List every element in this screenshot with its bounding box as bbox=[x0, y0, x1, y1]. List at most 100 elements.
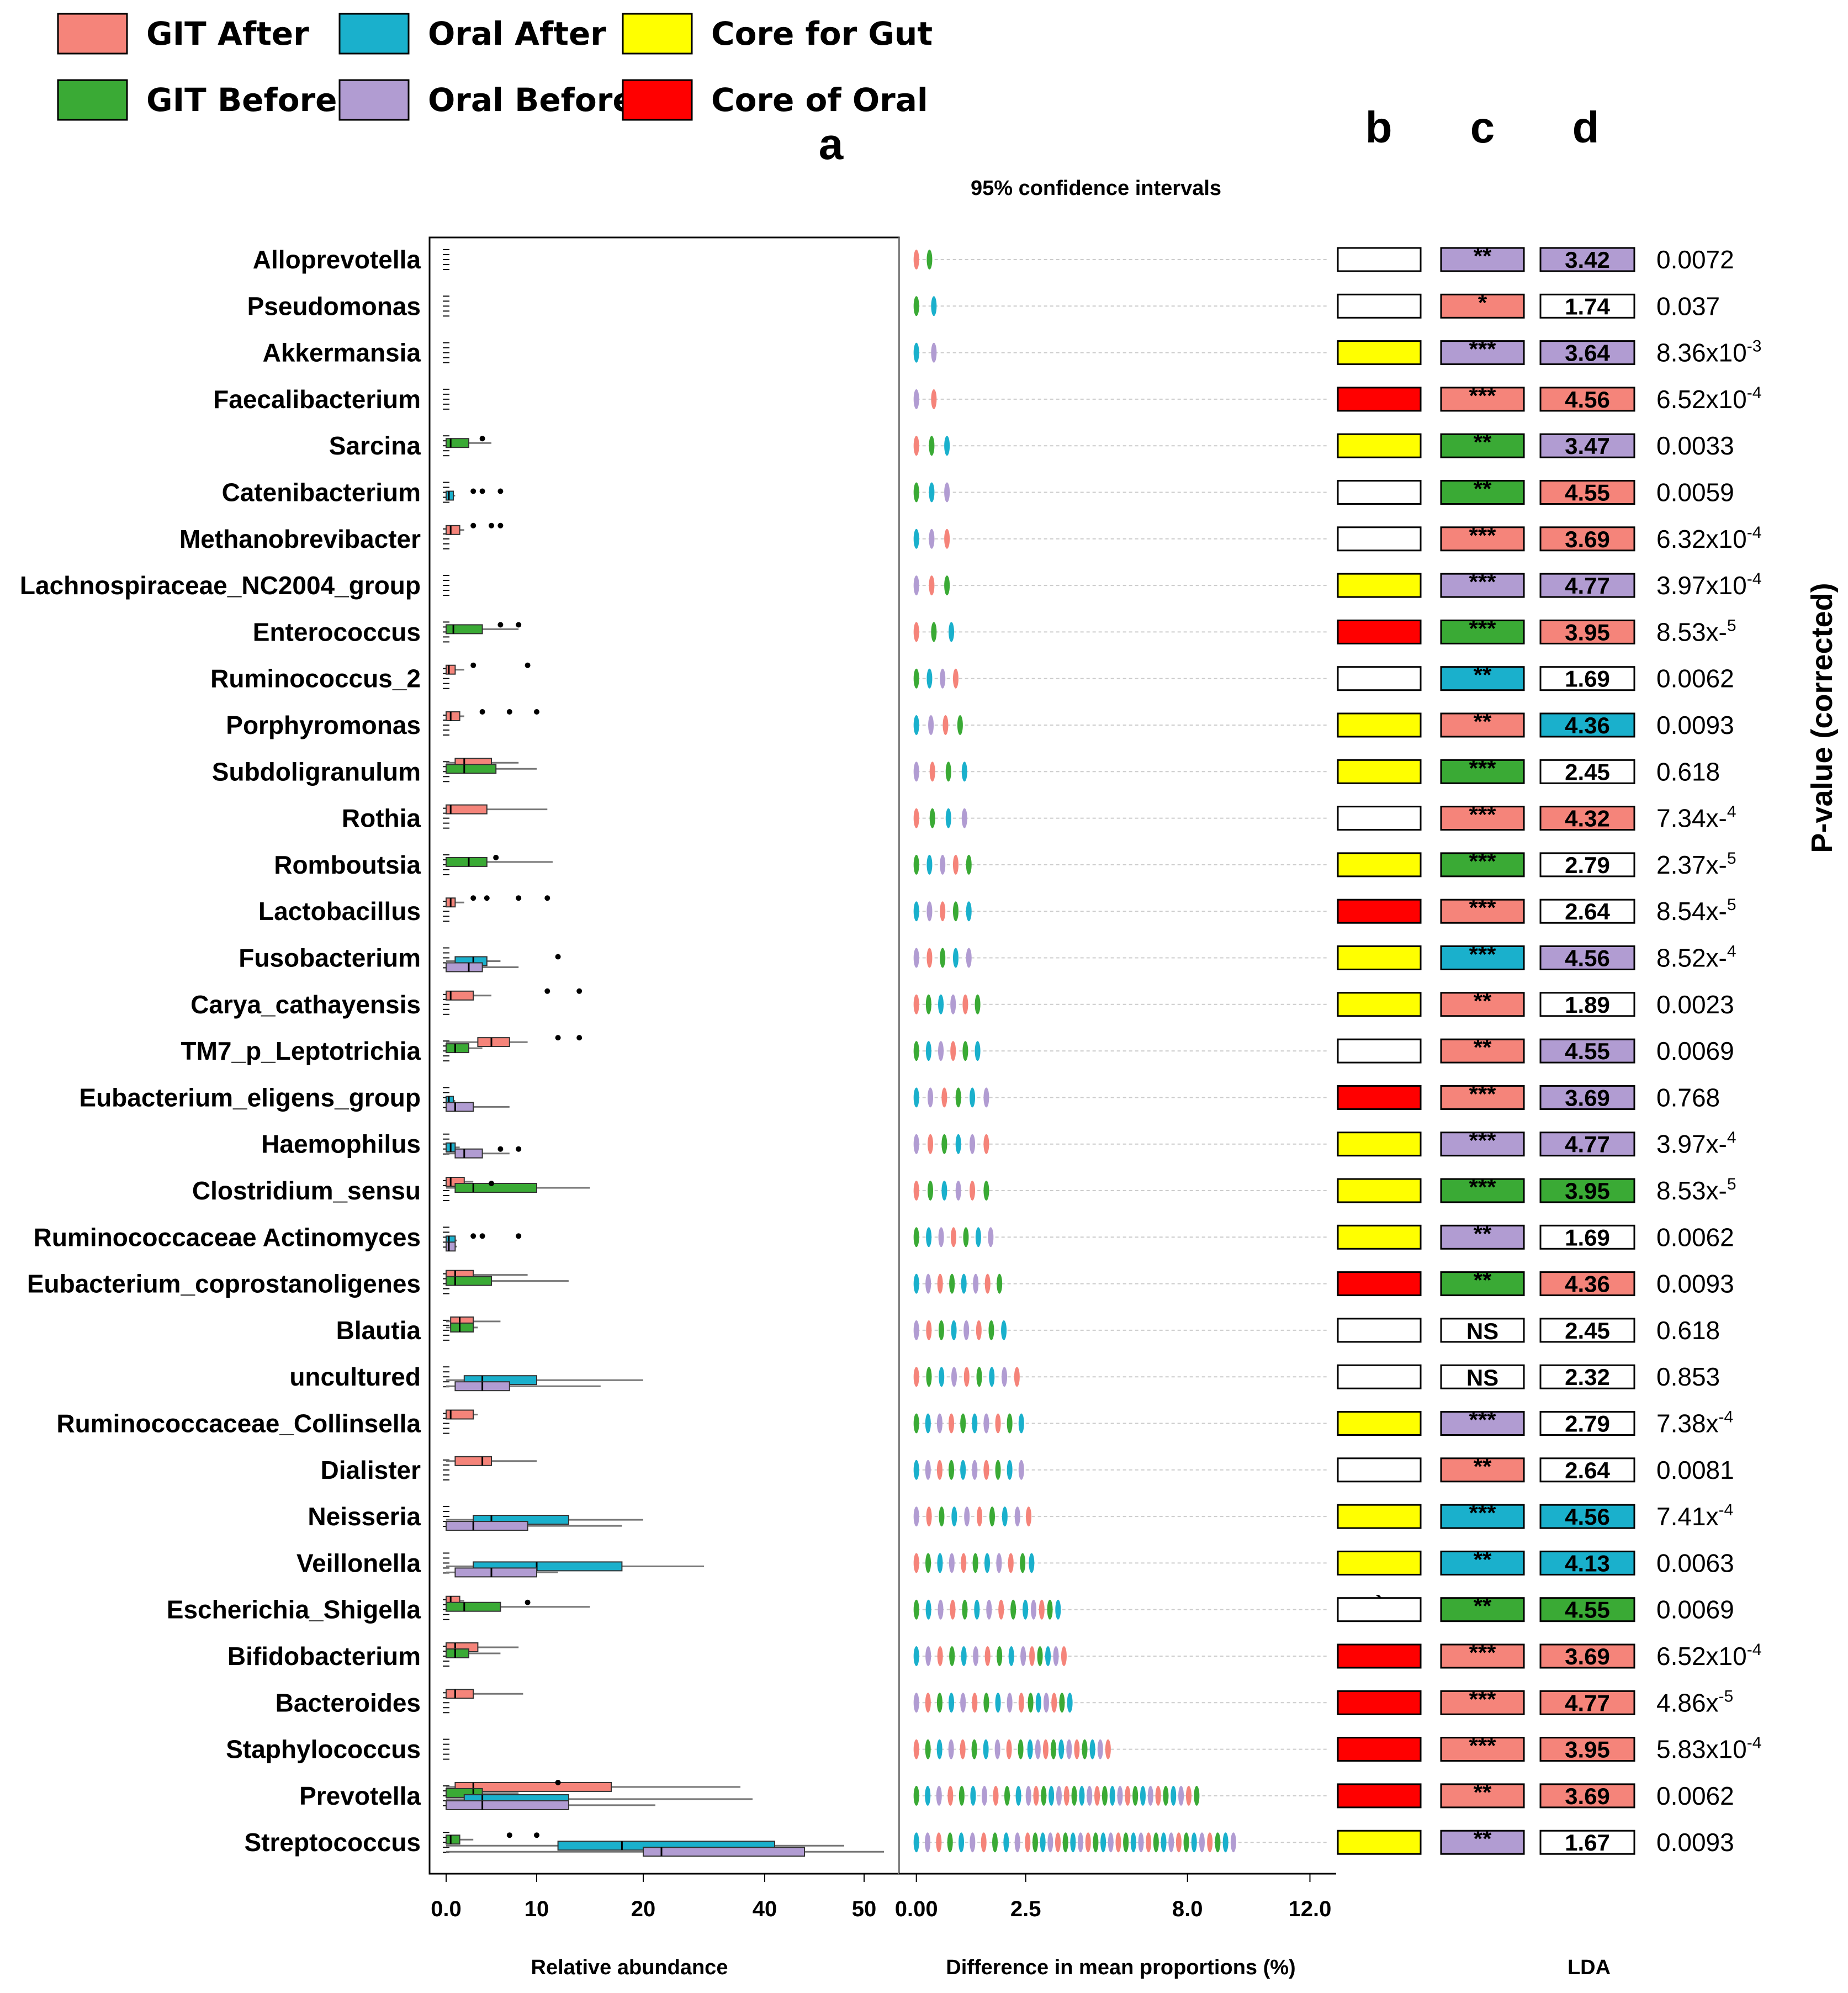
lda-value: 4.55 bbox=[1565, 1597, 1610, 1623]
ci-mark-git_before bbox=[952, 901, 959, 922]
ci-mark-oral_after bbox=[975, 1041, 981, 1061]
ci-mark-git_before bbox=[939, 1506, 945, 1527]
p-value: 8.54x-5 bbox=[1656, 896, 1736, 926]
lda-cell bbox=[1539, 806, 1635, 831]
outlier-point bbox=[497, 622, 504, 628]
genus-label: Pseudomonas bbox=[247, 292, 421, 320]
lda-cell bbox=[1539, 1132, 1635, 1157]
core-cell-core_oral bbox=[1337, 1271, 1422, 1297]
ci-mark-oral_after bbox=[1001, 1320, 1007, 1340]
significance-label: ** bbox=[1474, 1779, 1492, 1805]
core-cell-core_gut bbox=[1337, 1411, 1422, 1436]
core-cell-mark: ` bbox=[1375, 1591, 1383, 1617]
genus-label: Escherichia_Shigella bbox=[167, 1595, 421, 1624]
ci-mark-git_after bbox=[913, 1181, 919, 1201]
ci-mark-git_after bbox=[944, 528, 950, 549]
p-value: 8.36x10-3 bbox=[1656, 337, 1761, 367]
ci-mark-oral_after bbox=[1049, 1785, 1055, 1806]
lda-value: 3.47 bbox=[1565, 433, 1610, 459]
significance-cell bbox=[1440, 1132, 1525, 1157]
ci-mark-oral_before bbox=[972, 1460, 978, 1480]
panel-label-a: a bbox=[819, 119, 844, 168]
ci-mark-oral_after bbox=[983, 1739, 989, 1759]
abundance-tick-label: 0.0 bbox=[431, 1897, 462, 1921]
box-oral_before bbox=[446, 1241, 456, 1252]
ci-mark-git_before bbox=[931, 622, 937, 642]
p-value: 0.0093 bbox=[1656, 1270, 1734, 1298]
ci-mark-oral_after bbox=[1130, 1832, 1136, 1853]
ci-mark-oral_after bbox=[938, 994, 944, 1014]
ci-mark-oral_after bbox=[931, 296, 937, 316]
ci-mark-oral_after bbox=[1171, 1785, 1177, 1806]
p-value: 0.0069 bbox=[1656, 1037, 1734, 1065]
abundance-panel-frame bbox=[428, 236, 900, 1875]
ci-mark-oral_before bbox=[1002, 1367, 1008, 1387]
p-value-exponent: 5 bbox=[1727, 896, 1736, 914]
significance-cell bbox=[1440, 1178, 1525, 1203]
lda-value: 4.77 bbox=[1565, 1690, 1610, 1716]
ci-mark-oral_before bbox=[970, 1832, 976, 1853]
ci-mark-oral_before bbox=[983, 1413, 989, 1434]
ci-mark-git_before bbox=[997, 1646, 1003, 1666]
lda-cell bbox=[1539, 1504, 1635, 1529]
ci-mark-git_after bbox=[913, 1553, 919, 1573]
ci-mark-oral_after bbox=[1222, 1832, 1229, 1853]
significance-cell bbox=[1440, 1085, 1525, 1110]
ci-mark-git_after bbox=[950, 1599, 956, 1620]
ci-mark-git_after bbox=[1074, 1739, 1080, 1759]
ci-mark-oral_before bbox=[931, 342, 937, 363]
core-cell-core_gut bbox=[1337, 992, 1422, 1017]
ci-mark-oral_after bbox=[961, 1646, 967, 1666]
ci-mark-git_before bbox=[962, 1599, 968, 1620]
lda-cell bbox=[1539, 712, 1635, 738]
ci-mark-oral_after bbox=[926, 1227, 932, 1247]
significance-label: ** bbox=[1474, 1546, 1492, 1572]
ci-mark-git_before bbox=[926, 250, 933, 269]
outlier-point bbox=[497, 488, 504, 494]
box-git_after bbox=[454, 1456, 493, 1466]
lda-value: 2.32 bbox=[1565, 1364, 1610, 1390]
ci-mark-git_before bbox=[938, 1320, 944, 1340]
lda-value: 3.64 bbox=[1565, 340, 1610, 366]
core-cell-core_oral bbox=[1337, 898, 1422, 924]
abundance-tick-label: 40 bbox=[753, 1897, 777, 1921]
lda-cell bbox=[1539, 526, 1635, 552]
ci-mark-git_before bbox=[1062, 1832, 1068, 1853]
ci-mark-git_before bbox=[1123, 1832, 1129, 1853]
genus-label: Clostridium_sensu bbox=[192, 1176, 421, 1205]
p-value: 6.52x10-4 bbox=[1656, 384, 1761, 414]
ci-mark-git_after bbox=[941, 1087, 947, 1108]
significance-cell bbox=[1440, 1783, 1525, 1809]
lda-value: 4.77 bbox=[1565, 573, 1610, 599]
ci-mark-git_after bbox=[995, 1413, 1001, 1434]
ci-tick-label: 12.0 bbox=[1289, 1897, 1332, 1921]
box-oral_before bbox=[454, 1567, 538, 1578]
ci-mark-oral_after bbox=[1007, 1460, 1013, 1480]
ci-mark-oral_after bbox=[952, 948, 959, 968]
significance-cell bbox=[1440, 806, 1525, 831]
core-cell-core_gut bbox=[1337, 712, 1422, 738]
ci-mark-oral_before bbox=[973, 1273, 979, 1294]
outlier-point bbox=[489, 522, 494, 528]
ci-mark-git_after bbox=[963, 1367, 970, 1387]
lda-cell bbox=[1539, 1271, 1635, 1297]
ci-mark-oral_after bbox=[949, 1693, 955, 1713]
core-cell-white bbox=[1337, 526, 1422, 552]
ci-mark-oral_after bbox=[1067, 1693, 1073, 1713]
outlier-point bbox=[484, 895, 490, 901]
lda-value: 1.89 bbox=[1565, 992, 1610, 1018]
ci-mark-oral_before bbox=[925, 1273, 931, 1294]
core-cell-core_gut bbox=[1337, 340, 1422, 366]
box-git_before bbox=[446, 1276, 492, 1286]
ci-mark-oral_before bbox=[913, 575, 919, 596]
outlier-point bbox=[516, 1146, 522, 1152]
genus-labels: Alloprevotella Pseudomonas Akkermansia Faec… bbox=[20, 245, 421, 1857]
ci-mark-git_after bbox=[1061, 1646, 1067, 1666]
lda-cell bbox=[1539, 340, 1635, 366]
box-oral_before bbox=[454, 1148, 483, 1159]
significance-cell bbox=[1440, 1830, 1525, 1855]
ci-mark-git_after bbox=[928, 1134, 934, 1154]
p-value-column: 0.0072 0.037 8.36x10-3 6.52x10-4 0.0033 0.005… bbox=[1656, 245, 1761, 1857]
p-value-title: P-value (corrected) bbox=[1805, 583, 1839, 853]
ci-mark-git_after bbox=[1115, 1832, 1121, 1853]
